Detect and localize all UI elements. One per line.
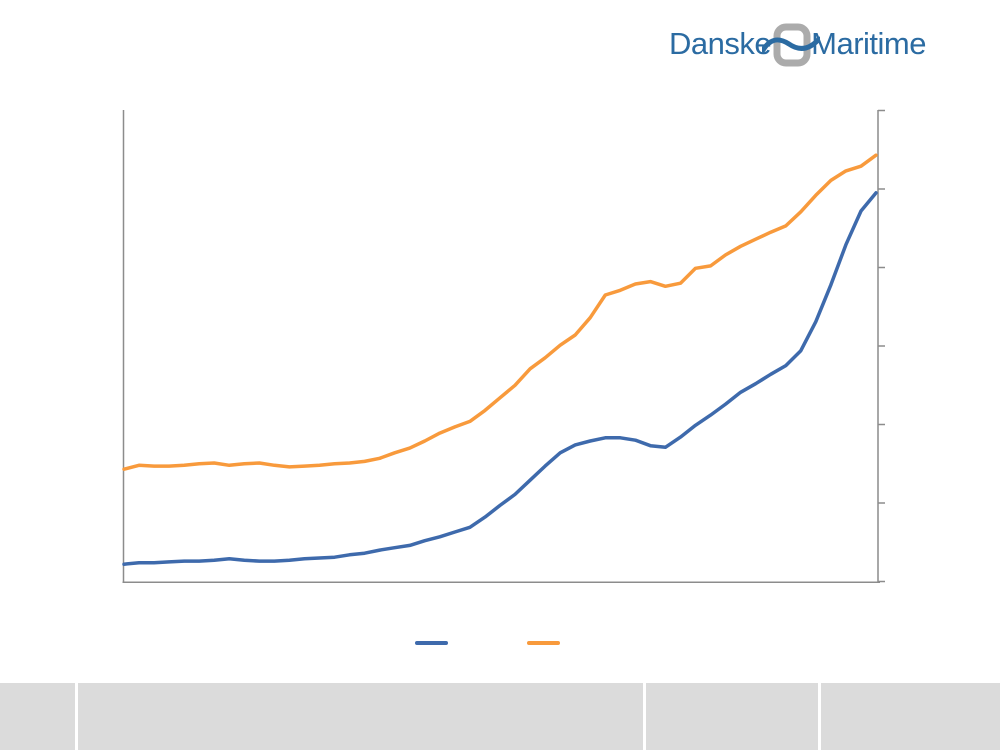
series-line-series-1 bbox=[122, 191, 878, 566]
danske-maritime-logo: Danske Maritime bbox=[669, 22, 926, 67]
footer-cell-4 bbox=[821, 683, 1000, 750]
footer-cell-3 bbox=[646, 683, 818, 750]
logo-knot-icon bbox=[762, 23, 821, 67]
series-line-series-2 bbox=[122, 153, 878, 471]
logo-text-maritime: Maritime bbox=[811, 26, 926, 61]
footer-cell-2 bbox=[78, 683, 643, 750]
footer-bar bbox=[0, 683, 1000, 750]
legend-swatch-series-1 bbox=[415, 641, 448, 645]
logo-text-danske: Danske bbox=[669, 26, 772, 61]
footer-cell-1 bbox=[0, 683, 75, 750]
legend-swatch-series-2 bbox=[527, 641, 560, 645]
